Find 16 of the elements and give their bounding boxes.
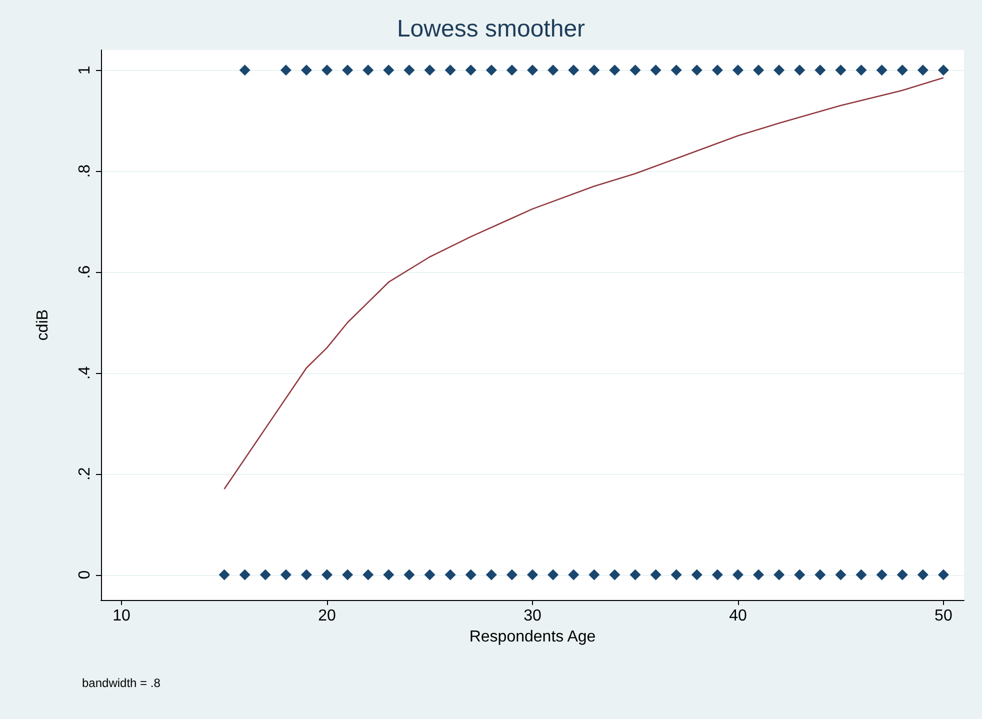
x-tick-label: 50	[934, 608, 952, 624]
chart-title: Lowess smoother	[396, 16, 586, 42]
text: bandwidth = .8	[82, 676, 161, 690]
x-tick-label: 20	[318, 608, 336, 624]
y-tick-label: .2	[76, 467, 94, 481]
y-tick-label: .6	[76, 265, 94, 279]
y-tick-label: .8	[76, 164, 94, 178]
x-tick-label: 30	[524, 608, 542, 624]
line-series	[224, 77, 944, 490]
y-tick-label: 0	[76, 570, 94, 580]
x-tick-label: 40	[729, 608, 747, 624]
y-tick-label: .4	[76, 366, 94, 380]
x-tick-label: 10	[112, 608, 131, 624]
x-axis-title: Respondents Age	[469, 628, 596, 646]
y-axis-title: cdiB	[34, 309, 52, 341]
y-tick-label: 1	[76, 66, 94, 75]
